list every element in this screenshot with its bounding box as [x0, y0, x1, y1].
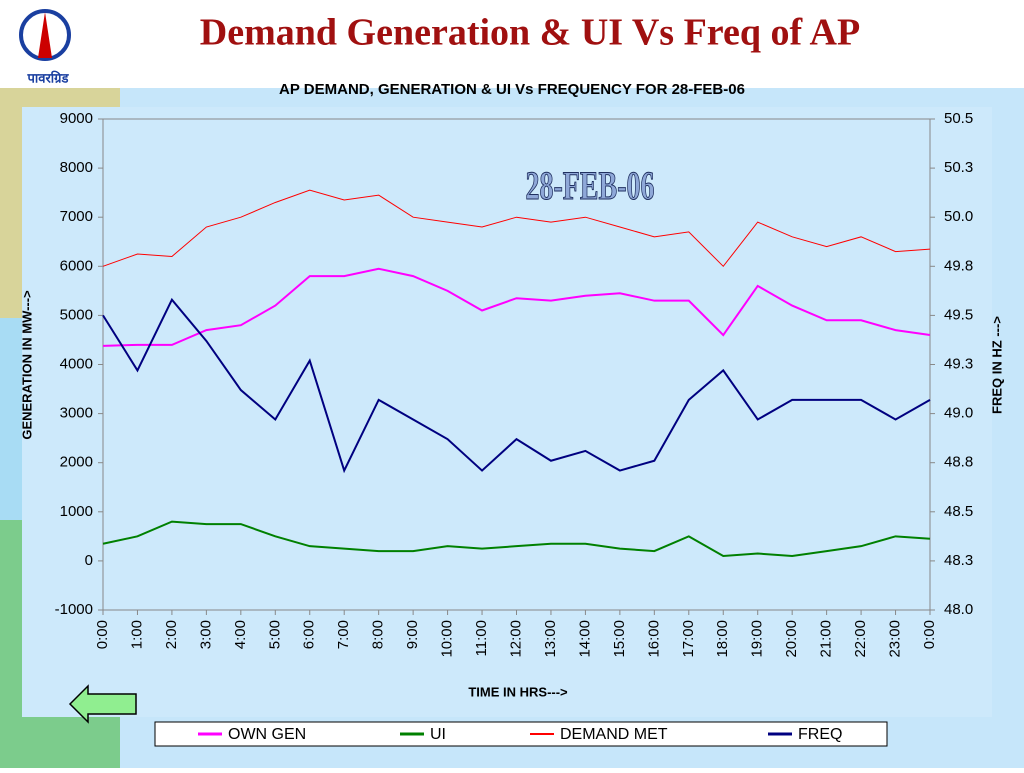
y2-tick-label: 49.0 [944, 405, 973, 422]
x-tick-label: 14:00 [576, 620, 593, 658]
x-tick-label: 1:00 [128, 620, 145, 649]
x-tick-label: 2:00 [163, 620, 180, 649]
back-button[interactable] [68, 684, 137, 724]
series-line [102, 267, 931, 347]
y-tick-label: 1000 [60, 503, 93, 520]
x-axis-label: TIME IN HRS---> [468, 684, 568, 699]
y-tick-label: 7000 [60, 208, 93, 225]
y2-tick-label: 50.5 [944, 110, 973, 127]
y2-tick-label: 48.3 [944, 552, 973, 569]
x-tick-label: 15:00 [611, 620, 628, 658]
legend [154, 721, 888, 747]
x-tick-label: 18:00 [714, 620, 731, 658]
y-tick-label: 3000 [60, 405, 93, 422]
legend-label: FREQ [798, 726, 842, 743]
y2-tick-label: 49.5 [944, 306, 973, 323]
logo: पावरग्रिड [19, 9, 71, 87]
y-tick-label: 5000 [60, 306, 93, 323]
header-band [0, 0, 1024, 88]
x-tick-label: 3:00 [197, 620, 214, 649]
x-tick-label: 0:00 [921, 620, 938, 649]
x-tick-label: 17:00 [680, 620, 697, 658]
y2-tick-label: 48.5 [944, 503, 973, 520]
y-tick-label: 0 [85, 552, 93, 569]
y-tick-label: 2000 [60, 454, 93, 471]
y-tick-label: 9000 [60, 110, 93, 127]
logo-tower [38, 12, 52, 58]
y-tick-label: 8000 [60, 159, 93, 176]
x-tick-label: 9:00 [404, 620, 421, 649]
x-tick-label: 20:00 [783, 620, 800, 658]
y2-tick-label: 49.8 [944, 257, 973, 274]
y-tick-label: 4000 [60, 355, 93, 372]
x-tick-label: 19:00 [749, 620, 766, 658]
series-line [102, 189, 931, 268]
x-tick-label: 13:00 [542, 620, 559, 658]
slide-title: Demand Generation & UI Vs Freq of AP [200, 12, 860, 54]
series-line [102, 297, 931, 474]
x-tick-label: 5:00 [266, 620, 283, 649]
x-tick-label: 4:00 [232, 620, 249, 649]
x-tick-label: 10:00 [439, 620, 456, 658]
y2-tick-label: 48.0 [944, 601, 973, 618]
y2-tick-label: 50.3 [944, 159, 973, 176]
legend-label: OWN GEN [228, 726, 306, 743]
legend-label: DEMAND MET [560, 726, 668, 743]
y2-tick-label: 48.8 [944, 454, 973, 471]
y2-axis-label: FREQ IN HZ ---> [989, 316, 1004, 414]
logo-text: पावरग्रिड [27, 71, 70, 87]
y-axis-label: GENERATION IN MW---> [19, 290, 34, 440]
x-tick-label: 16:00 [645, 620, 662, 658]
x-tick-label: 21:00 [818, 620, 835, 658]
logo-ring [19, 9, 71, 61]
plot-area [102, 118, 931, 611]
x-tick-label: 22:00 [852, 620, 869, 658]
y2-tick-label: 49.3 [944, 355, 973, 372]
y-tick-label: 6000 [60, 257, 93, 274]
legend-label: UI [430, 726, 446, 743]
x-tick-label: 8:00 [370, 620, 387, 649]
chart-title: AP DEMAND, GENERATION & UI Vs FREQUENCY … [279, 81, 745, 98]
x-tick-label: 11:00 [473, 620, 490, 656]
x-tick-label: 6:00 [301, 620, 318, 649]
x-tick-label: 0:00 [94, 620, 111, 649]
x-tick-label: 12:00 [507, 620, 524, 658]
y-tick-label: -1000 [55, 601, 93, 618]
x-tick-label: 7:00 [335, 620, 352, 649]
y2-tick-label: 50.0 [944, 208, 973, 225]
annotation: 28-FEB-06 [525, 164, 654, 208]
x-tick-label: 23:00 [887, 620, 904, 658]
series-line [102, 520, 931, 558]
